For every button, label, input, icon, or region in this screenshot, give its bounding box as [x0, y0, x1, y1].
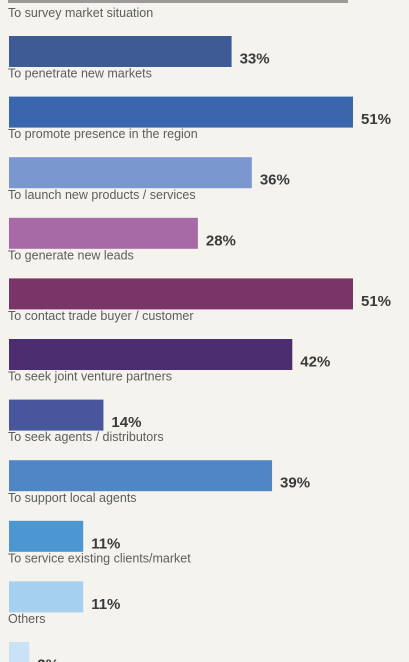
bar	[9, 460, 273, 492]
value-label: 3%	[37, 657, 59, 662]
value-label: 51%	[361, 293, 391, 310]
value-label: 51%	[361, 111, 391, 128]
bar	[9, 520, 84, 552]
category-label: To seek joint venture partners	[8, 370, 172, 384]
bar	[9, 642, 30, 662]
bar	[9, 96, 353, 128]
category-label: To generate new leads	[8, 248, 134, 262]
category-label: To support local agents	[8, 491, 137, 505]
bar	[9, 339, 293, 370]
category-label: To launch new products / services	[8, 188, 196, 202]
category-label: To service existing clients/market	[8, 551, 191, 565]
bars-group: To survey market situation 33% To penetrat…	[8, 6, 391, 662]
category-label: To penetrate new markets	[8, 67, 152, 81]
value-label: 42%	[300, 354, 330, 371]
value-label: 36%	[260, 172, 290, 189]
category-label: To contact trade buyer / customer	[8, 309, 194, 323]
category-label: Others	[8, 612, 46, 626]
bar	[9, 217, 198, 249]
category-label: To promote presence in the region	[8, 127, 198, 141]
value-label: 14%	[111, 414, 141, 431]
bar	[9, 157, 252, 189]
value-label: 39%	[280, 475, 310, 492]
bar	[9, 36, 232, 67]
value-label: 33%	[240, 51, 270, 68]
bar	[9, 278, 353, 310]
bar	[9, 581, 84, 613]
value-label: 28%	[206, 232, 236, 249]
value-label: 11%	[91, 596, 120, 613]
bar	[9, 399, 104, 431]
category-label: To seek agents / distributors	[8, 430, 164, 444]
cropped-heading-strip	[8, 0, 348, 3]
value-label: 11%	[91, 535, 120, 552]
category-label: To survey market situation	[8, 6, 153, 20]
